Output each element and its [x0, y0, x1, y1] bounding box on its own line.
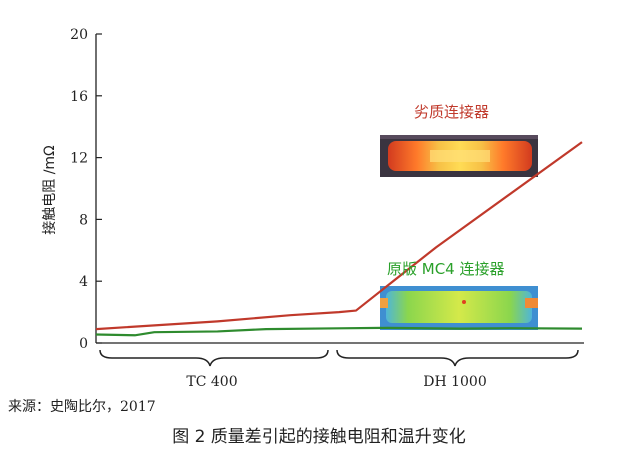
annotation-mc4-connector: 原版 MC4 连接器 — [387, 260, 505, 278]
brace-tc400 — [99, 349, 329, 367]
y-tick-label: 0 — [79, 336, 88, 352]
source-note: 来源：史陶比尔，2017 — [8, 399, 156, 415]
y-tick-label: 20 — [70, 27, 88, 43]
group-label-dh1000: DH 1000 — [423, 374, 487, 390]
series-line-mc4-connector — [95, 326, 583, 337]
mc4-connector-thermal-image — [380, 286, 538, 330]
brace-dh1000 — [336, 349, 579, 367]
y-tick-label: 8 — [79, 212, 88, 228]
annotation-bad-connector: 劣质连接器 — [414, 103, 489, 121]
y-tick-label: 4 — [79, 274, 88, 290]
y-axis-label: 接触电阻 /mΩ — [41, 145, 58, 235]
figure-caption: 图 2 质量差引起的接触电阻和温升变化 — [172, 427, 466, 447]
resistance-chart: 0 4 8 12 16 20 接触电阻 /mΩ 劣质连接器 原版 MC4 连接器 TC 4… — [41, 27, 584, 390]
series-lines — [95, 141, 583, 337]
y-tick-label: 12 — [70, 151, 88, 167]
y-tick-label: 16 — [70, 89, 88, 105]
bad-connector-thermal-image — [380, 135, 538, 177]
series-line-bad-connector — [95, 141, 583, 331]
group-label-tc400: TC 400 — [186, 374, 237, 390]
y-ticks: 0 4 8 12 16 20 — [70, 27, 102, 352]
